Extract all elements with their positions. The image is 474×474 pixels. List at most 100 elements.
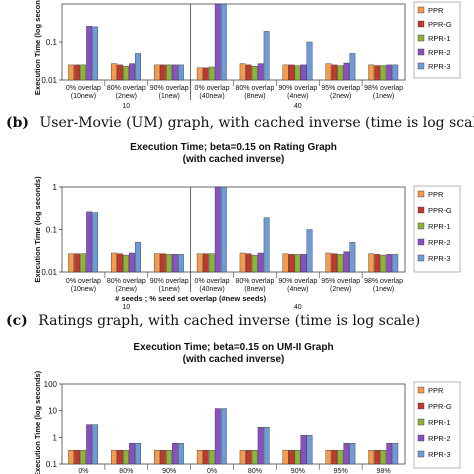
- bar-ppr-g: [245, 64, 252, 81]
- bar-rpr-3: [306, 435, 313, 465]
- bar-rpr-3: [92, 212, 99, 273]
- legend-swatch: [417, 20, 425, 28]
- x-category-label: 0% overlap: [195, 85, 230, 92]
- legend-item: RPR-2: [428, 238, 451, 247]
- bar-rpr-2: [343, 251, 350, 273]
- legend-swatch: [417, 6, 425, 14]
- bar-rpr-1: [294, 65, 301, 81]
- x-category-label: 80%: [248, 468, 262, 474]
- bar-ppr: [368, 449, 375, 465]
- y-tick-label: 0.01: [41, 268, 57, 277]
- bar-rpr-2: [257, 63, 264, 81]
- bar-rpr-3: [135, 443, 141, 465]
- caption-c-text: Ratings graph, with cached inverse (time…: [38, 313, 420, 329]
- bar-ppr-g: [74, 64, 81, 81]
- legend-item: RPR-1: [428, 222, 451, 231]
- legend-item: PPR: [428, 386, 444, 395]
- x-category-label: 90% overlap: [150, 85, 189, 92]
- bar-ppr-g: [202, 67, 209, 81]
- x-axis-label: # seeds ; % seed set overlap (#new seeds…: [115, 294, 266, 303]
- x-category-sublabel: (40new): [199, 93, 224, 100]
- bar-rpr-3: [177, 443, 184, 465]
- chart-title: Execution Time; beta=0.15 on Rating Grap…: [130, 142, 337, 153]
- legend-swatch: [417, 48, 425, 56]
- chart-subtitle: (with cached inverse): [183, 154, 285, 165]
- bar-rpr-2: [300, 435, 307, 465]
- y-tick-label: 0.1: [46, 38, 58, 47]
- legend-item: PPR: [428, 190, 444, 199]
- x-category-sublabel: (8new): [244, 93, 265, 100]
- x-category-label: 90%: [162, 468, 176, 474]
- caption-b-label: (b): [6, 115, 29, 131]
- bar-rpr-3: [392, 64, 399, 81]
- x-category-label: 0% overlap: [195, 278, 230, 285]
- legend-item: PPR-G: [428, 20, 452, 29]
- bar-rpr-1: [208, 449, 215, 465]
- legend-swatch: [417, 386, 425, 394]
- bar-rpr-3: [263, 31, 270, 81]
- bar-rpr-1: [123, 254, 129, 273]
- bar-ppr: [111, 63, 117, 81]
- bar-rpr-2: [214, 3, 221, 81]
- legend-item: RPR-1: [428, 34, 451, 43]
- bar-ppr-g: [245, 253, 252, 273]
- bar-ppr-g: [245, 449, 252, 465]
- bar-rpr-1: [123, 449, 129, 465]
- bar-rpr-3: [220, 408, 227, 465]
- bar-rpr-1: [337, 449, 344, 465]
- bar-rpr-2: [214, 186, 221, 273]
- bar-rpr-2: [86, 211, 93, 273]
- x-category-label: 95% overlap: [321, 85, 360, 92]
- bar-rpr-3: [220, 3, 227, 81]
- x-category-label: 80% overlap: [107, 85, 146, 92]
- legend-swatch: [417, 254, 425, 262]
- bar-rpr-2: [129, 443, 135, 465]
- bar-ppr: [68, 253, 75, 273]
- bar-ppr-g: [74, 253, 81, 273]
- x-category-sublabel: (2new): [116, 93, 137, 100]
- x-category-label: 0% overlap: [66, 278, 101, 285]
- legend-item: RPR-1: [428, 418, 451, 427]
- bar-ppr-g: [374, 449, 381, 465]
- bar-ppr: [239, 63, 246, 81]
- bar-rpr-1: [123, 66, 129, 81]
- bar-ppr: [153, 449, 160, 465]
- y-tick-label: 0.1: [46, 226, 58, 235]
- x-category-label: 90%: [291, 468, 305, 474]
- bar-ppr-g: [159, 449, 166, 465]
- x-category-sublabel: (4new): [287, 93, 308, 100]
- bar-rpr-1: [208, 253, 215, 273]
- bar-ppr: [368, 64, 375, 81]
- bar-rpr-1: [294, 449, 301, 465]
- bar-ppr-g: [331, 253, 338, 273]
- chart-um2-graph: Execution Time; beta=0.15 on UM-II Graph…: [33, 342, 461, 474]
- legend-item: PPR-G: [428, 402, 452, 411]
- y-tick-label: 1: [53, 183, 58, 192]
- bar-rpr-3: [349, 53, 356, 81]
- bar-ppr: [153, 253, 160, 273]
- bar-rpr-2: [171, 64, 178, 81]
- bar-ppr: [111, 449, 117, 465]
- legend-swatch: [417, 206, 425, 214]
- chart-title: Execution Time; beta=0.15 on UM-II Graph: [133, 342, 333, 353]
- legend-item: RPR-2: [428, 434, 451, 443]
- bar-rpr-2: [343, 62, 350, 81]
- bar-rpr-3: [349, 443, 356, 465]
- x-category-label: 90% overlap: [278, 85, 317, 92]
- legend-item: PPR-G: [428, 206, 452, 215]
- bar-rpr-2: [171, 443, 178, 465]
- bar-rpr-1: [294, 254, 301, 273]
- bar-ppr-g: [202, 449, 209, 465]
- bar-rpr-3: [177, 254, 184, 273]
- bar-ppr-g: [331, 449, 338, 465]
- bar-rpr-2: [257, 426, 264, 465]
- bar-rpr-3: [135, 53, 141, 81]
- bar-ppr-g: [288, 64, 295, 81]
- bar-rpr-1: [337, 65, 344, 81]
- x-category-sublabel: (1new): [158, 286, 179, 293]
- x-category-label: 98% overlap: [364, 278, 403, 285]
- caption-b-text: User-Movie (UM) graph, with cached inver…: [40, 115, 474, 131]
- legend-swatch: [417, 418, 425, 426]
- bar-ppr: [325, 63, 332, 81]
